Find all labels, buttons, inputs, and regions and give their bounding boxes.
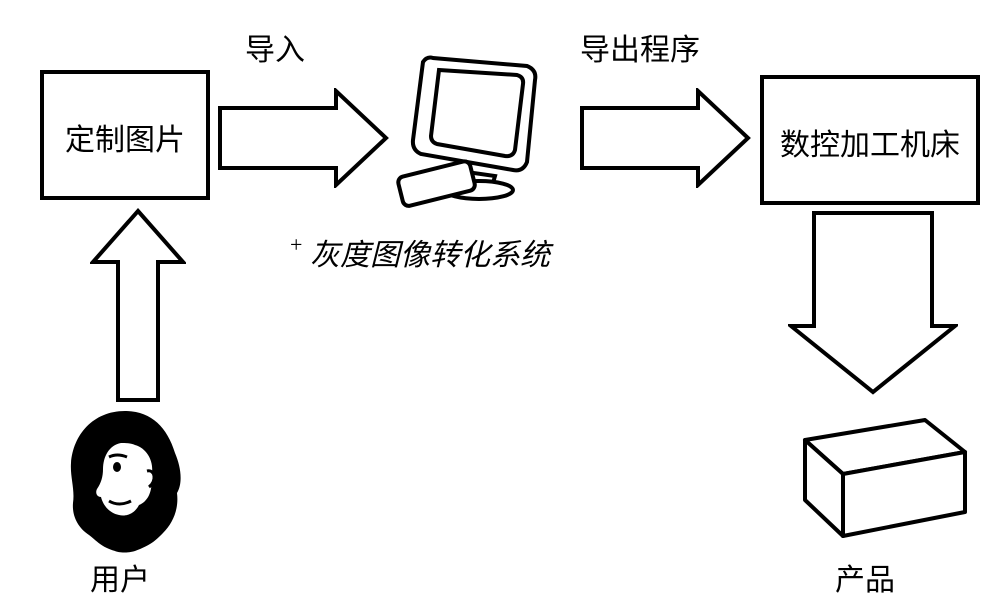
label-user: 用户 — [90, 555, 150, 599]
computer-icon — [395, 50, 575, 225]
arrow-import — [218, 88, 390, 188]
product-icon — [765, 400, 970, 550]
label-product: 产品 — [835, 555, 895, 599]
arrow-user-up — [90, 208, 186, 404]
user-icon — [55, 405, 195, 555]
node-custom-image-label: 定制图片 — [40, 115, 210, 159]
label-system: 灰度图像转化系统 — [310, 230, 550, 274]
label-import: 导入 — [245, 25, 305, 69]
arrow-cnc-down — [788, 210, 958, 396]
node-cnc-label: 数控加工机床 — [760, 120, 980, 164]
label-plus: + — [290, 232, 302, 258]
arrow-export — [580, 88, 752, 188]
label-export: 导出程序 — [580, 25, 700, 69]
